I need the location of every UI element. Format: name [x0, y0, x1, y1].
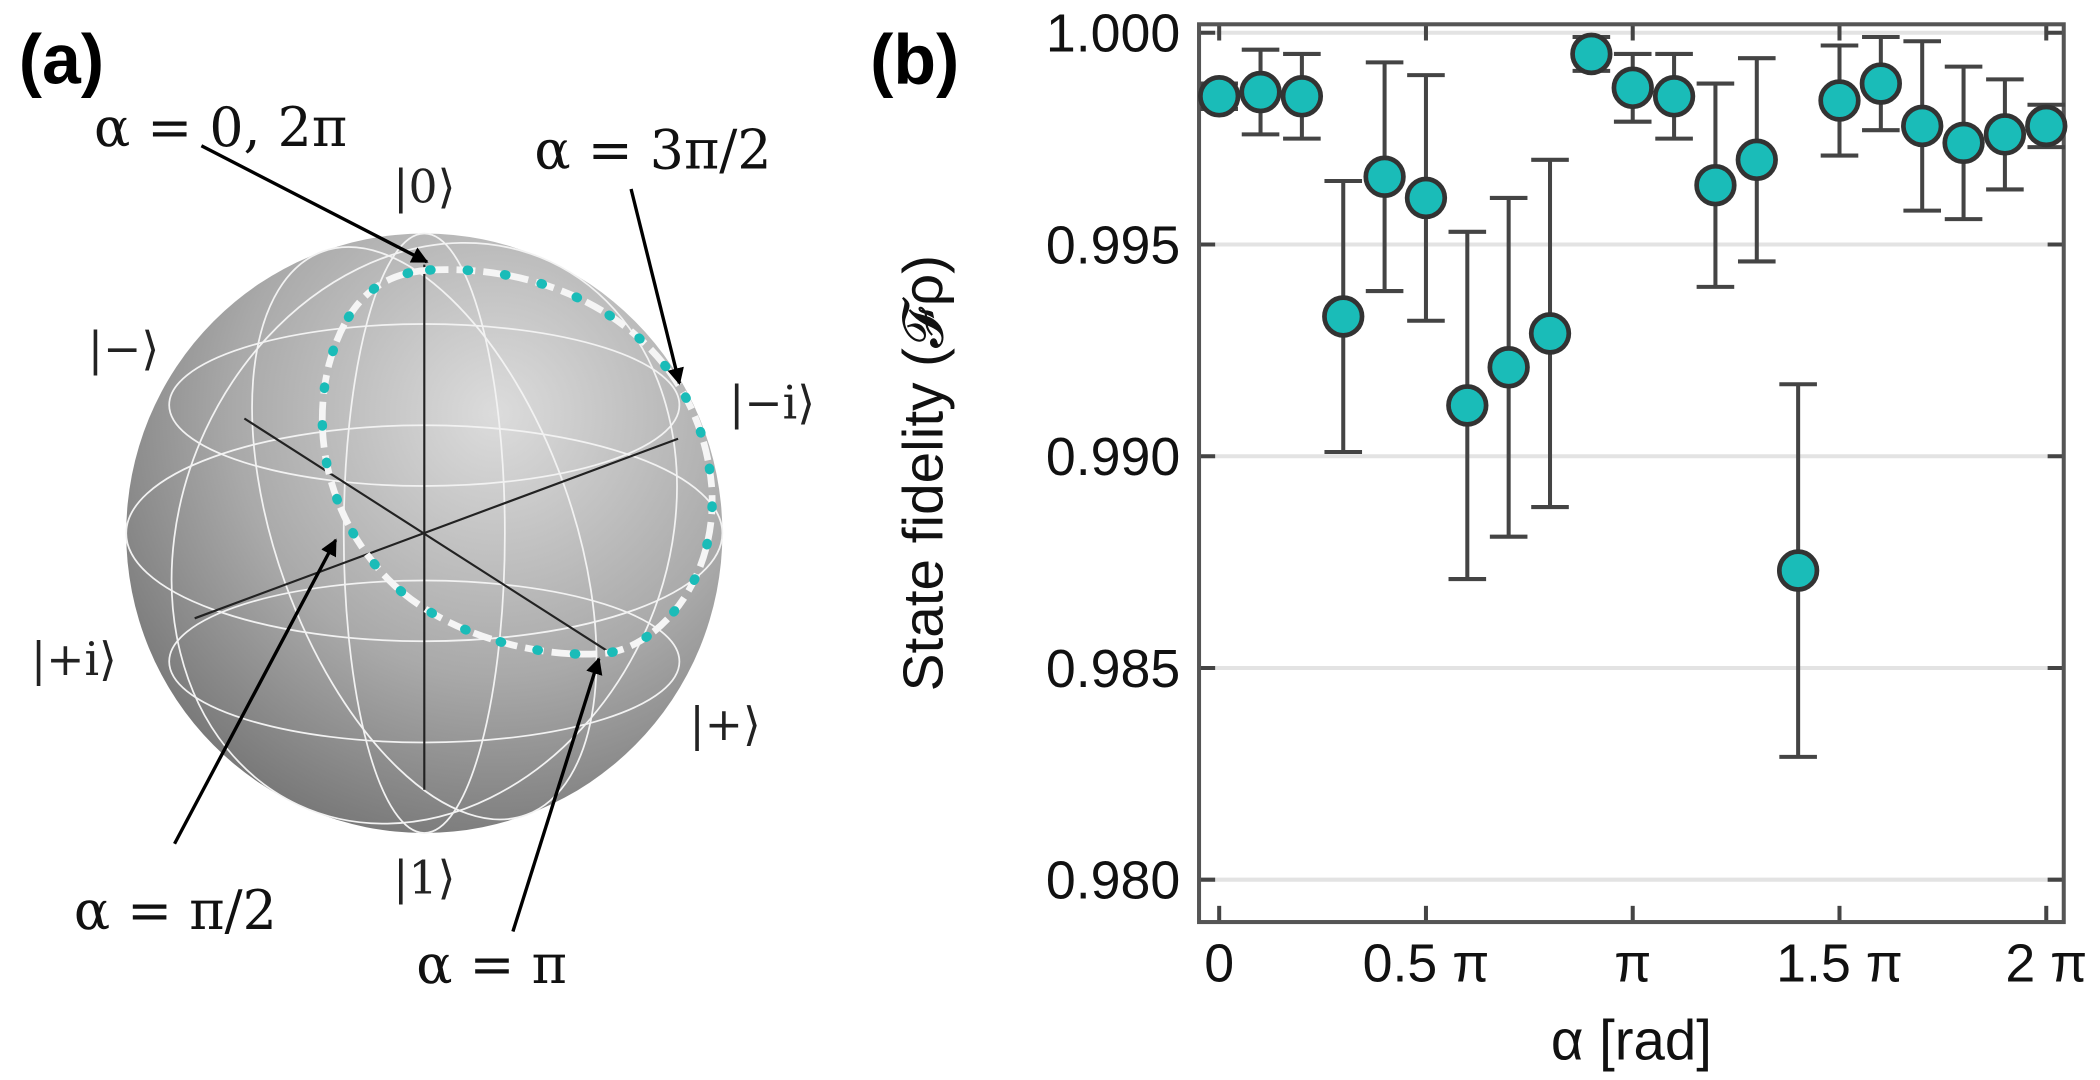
x-tick-label: π: [1614, 933, 1651, 993]
data-point: [1776, 549, 1820, 592]
x-tick-label: 2 π: [2005, 933, 2087, 993]
data-point: [1983, 113, 2027, 156]
data-point: [1528, 312, 1572, 355]
data-point: [1198, 75, 1241, 118]
data-point: [1239, 70, 1282, 114]
trajectory-points: [317, 264, 717, 659]
y-axis-label: State fidelity (𝓕ρ): [892, 255, 955, 691]
data-point: [1280, 75, 1324, 118]
trajectory-outline: [318, 266, 716, 658]
data-point: [1942, 121, 1985, 165]
x-tick-label: 1.5 π: [1776, 933, 1903, 993]
y-tick-label: 0.995: [1046, 215, 1180, 275]
bloch-sphere: [125, 144, 724, 933]
data-point: [1859, 62, 1902, 105]
x-axis-label: α [rad]: [1551, 1009, 1712, 1072]
state-label: |−i⟩: [729, 376, 815, 429]
y-tick-label: 0.985: [1046, 639, 1180, 699]
panel-label: (a): [19, 21, 104, 99]
data-point: [1901, 104, 1944, 148]
data-point: [1446, 384, 1489, 427]
data-point: [1652, 75, 1696, 118]
annotation: α = π/2: [74, 879, 277, 942]
state-label: |1⟩: [393, 852, 455, 905]
data-point: [1404, 176, 1448, 220]
data-point: [1611, 66, 1654, 110]
x-tick-label: 0.5 π: [1363, 933, 1490, 993]
y-tick-label: 1.000: [1046, 4, 1180, 64]
data-point: [1487, 346, 1530, 389]
x-tick-label: 0: [1204, 933, 1234, 993]
data-point: [2025, 104, 2068, 148]
plot-frame: [1197, 22, 2066, 925]
data-point: [1570, 32, 1613, 76]
sphere-axes: [194, 264, 679, 790]
data-point: [1694, 163, 1737, 207]
data-point: [1735, 138, 1778, 182]
state-label: |−⟩: [88, 322, 159, 375]
annotation: α = 3π/2: [534, 119, 771, 182]
annotation: α = 0, 2π: [94, 96, 347, 159]
state-label: |+i⟩: [31, 633, 117, 686]
data-point: [1363, 155, 1406, 199]
y-tick-label: 0.990: [1046, 427, 1180, 487]
data-point: [1818, 79, 1861, 122]
arrows: [173, 144, 684, 933]
panel-label: (b): [870, 21, 959, 99]
state-label: |0⟩: [393, 160, 455, 213]
annotation: α = π: [416, 933, 567, 996]
y-tick-label: 0.980: [1046, 850, 1180, 910]
data-point: [1322, 295, 1365, 338]
state-label: |+⟩: [689, 698, 760, 751]
